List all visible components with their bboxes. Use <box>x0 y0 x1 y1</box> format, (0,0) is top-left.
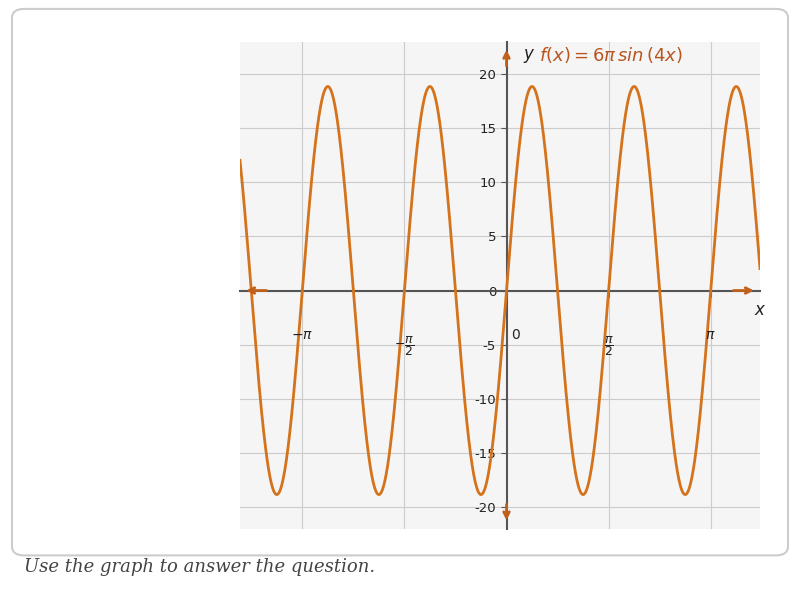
Text: $-\pi$: $-\pi$ <box>291 328 314 342</box>
Text: $0$: $0$ <box>511 328 521 342</box>
Text: $\dfrac{\pi}{2}$: $\dfrac{\pi}{2}$ <box>604 334 614 358</box>
Text: $f(x) = 6\pi\,\mathit{sin}\,(4x)$: $f(x) = 6\pi\,\mathit{sin}\,(4x)$ <box>539 45 682 65</box>
Text: $\pi$: $\pi$ <box>706 328 716 342</box>
Text: $-\dfrac{\pi}{2}$: $-\dfrac{\pi}{2}$ <box>394 334 414 358</box>
Text: $x$: $x$ <box>754 301 766 319</box>
Text: $y$: $y$ <box>522 47 535 65</box>
Text: Use the graph to answer the question.: Use the graph to answer the question. <box>24 558 375 576</box>
